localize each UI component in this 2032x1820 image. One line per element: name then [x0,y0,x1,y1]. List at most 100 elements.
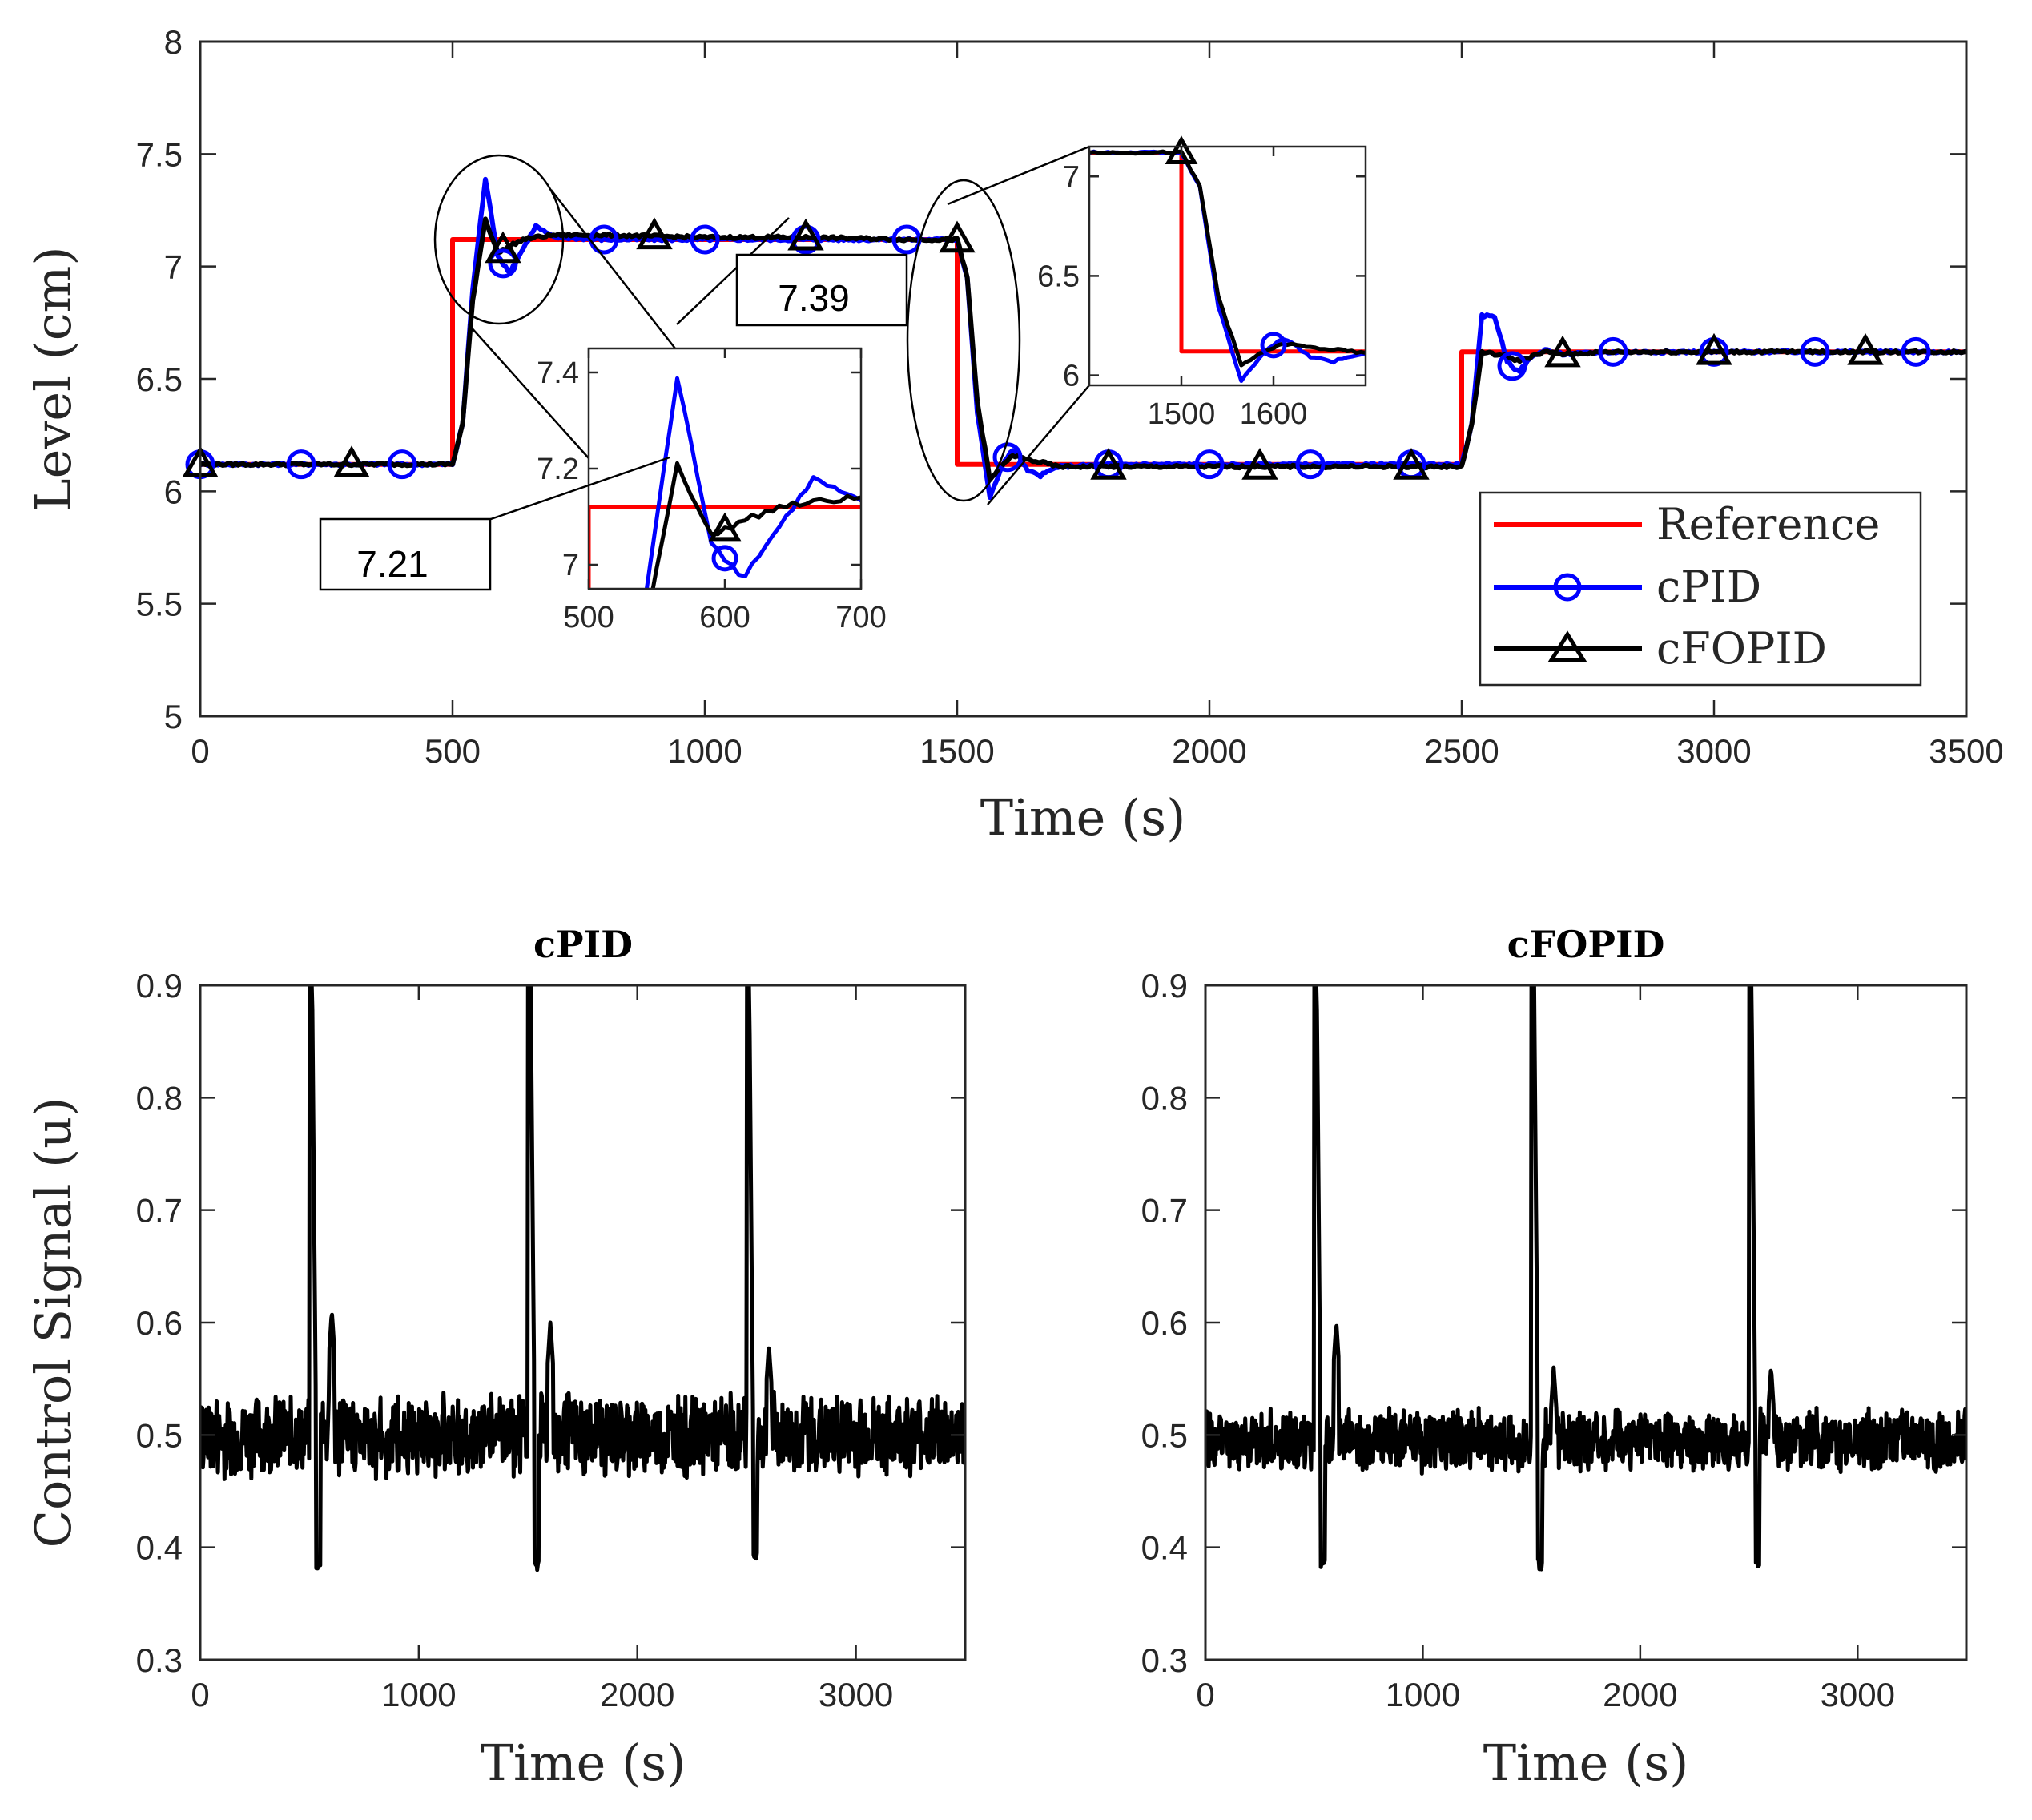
level-ylabel: Level (cm) [24,246,82,511]
y-tick-label: 0.3 [136,1641,183,1679]
x-tick-label: 2000 [1172,732,1246,770]
zoom-connector-2b [987,385,1090,505]
cfopid-marker [1696,332,1732,365]
cpid-marker [791,224,821,255]
cfopid-marker [708,512,742,542]
callout-739-leader [676,217,790,325]
callout-739-box [735,253,908,327]
cfopid-control-title: cFOPID [1507,923,1665,966]
inset-1-ticks: 500 600 700 7 7.2 7.4 [537,348,887,634]
level-series-group [200,176,1966,501]
cfopid-marker [485,231,521,264]
cpid-control-plot: cPID 0 1000 2000 30000.30.40.50.60.70.80.9 … [24,923,967,1792]
cfopid-marker [1544,335,1581,368]
x-tick-label: 2000 [1603,1676,1677,1713]
callout-721-text: 7.21 [356,543,429,585]
y-tick-label: 0.8 [1141,1079,1188,1117]
cfopid-marker [1393,448,1430,480]
cpid-control-line [200,985,965,1572]
x-tick-label: 500 [563,601,614,634]
x-tick-label: 500 [425,732,481,770]
zoom-connector-1b [468,324,589,459]
cfopid-marker [939,220,976,253]
inset-2: 1500 1600 6 6.5 7 [1037,135,1367,431]
x-tick-label: 1000 [381,1676,456,1713]
cfopid-marker [636,217,673,250]
cpid-control-series [200,985,965,1572]
x-tick-label: 2000 [600,1676,674,1713]
cfopid-line [200,216,1966,483]
cpid-marker [1901,336,1931,367]
legend: Reference cPID cFOPID [1479,491,1922,687]
cfopid-control-xlabel: Time (s) [1483,1733,1689,1792]
cpid-control-axes-box [199,984,967,1661]
x-tick-label: 1000 [667,732,742,770]
inset-1-box [587,347,863,590]
cpid-marker [1260,332,1287,359]
x-tick-label: 3000 [1676,732,1751,770]
cfopid-marker [1241,448,1278,480]
cpid-marker [387,449,417,480]
cfopid-control-axes-box [1204,984,1968,1661]
reference-line [1089,151,1366,354]
inset-2-box [1088,145,1367,387]
y-tick-label: 6.5 [1037,260,1080,293]
legend-cpid-label: cPID [1656,562,1761,612]
legend-cfopid-marker [1547,630,1587,662]
x-tick-label: 0 [191,1676,209,1713]
x-tick-label: 1600 [1240,397,1308,431]
y-tick-label: 0.9 [1141,967,1188,1005]
cpid-marker [992,442,1023,473]
y-tick-label: 0.6 [136,1304,183,1342]
y-tick-label: 7.2 [537,453,579,486]
inset-1-series [589,376,861,589]
y-tick-label: 8 [164,23,183,61]
callout-721-box [319,517,492,591]
x-tick-label: 0 [1196,1676,1214,1713]
y-tick-label: 0.5 [1141,1416,1188,1454]
legend-cpid-marker [1553,573,1582,602]
y-tick-label: 0.7 [136,1192,183,1230]
y-tick-label: 6.5 [136,360,183,398]
y-tick-label: 7 [1063,160,1080,194]
cfopid-marker [333,445,370,477]
cpid-control-ylabel: Control Signal (u) [24,1097,82,1548]
inset-2-ticks: 1500 1600 6 6.5 7 [1037,147,1366,431]
cpid-marker [690,224,720,255]
level-plot: 0 500 1000 1500 2000 2500 3000 3500 5 5.5 6 6.5 7 7.5… [24,23,2004,847]
cpid-marker [488,248,518,279]
level-ticks: 0 500 1000 1500 2000 2500 3000 3500 5 5.5 6 6.5 7 7.5… [136,23,2004,770]
y-tick-label: 5 [164,698,183,735]
y-tick-label: 0.6 [1141,1304,1188,1342]
x-tick-label: 3000 [819,1676,893,1713]
callout-739-text: 7.39 [778,277,850,319]
callout-721-leader [488,456,670,521]
y-tick-label: 5.5 [136,586,183,623]
y-tick-label: 7 [562,549,579,582]
cfopid-control-ticks: 0 1000 2000 3000 0.3 0.4 0.5 0.6 0.7 0.8 0.9 [1141,967,1966,1713]
y-tick-label: 0.4 [1141,1529,1188,1567]
cfopid-control-series [1205,985,1966,1572]
y-tick-label: 7.4 [537,356,579,390]
cfopid-marker [1847,332,1884,365]
level-axes-box [199,40,1968,718]
x-tick-label: 1000 [1386,1676,1460,1713]
cpid-line [644,376,861,589]
cpid-marker [711,545,738,572]
cpid-marker [1295,449,1326,480]
cpid-marker [286,449,316,480]
x-tick-label: 1500 [919,732,994,770]
x-tick-label: 3000 [1821,1676,1895,1713]
inset-2-markers [1165,135,1287,359]
zoom-connector-1a [550,189,676,349]
y-tick-label: 0.8 [136,1079,183,1117]
y-tick-label: 0.4 [136,1529,183,1567]
zoom-connector-2a [947,145,1090,206]
zoom-ellipse-2 [906,179,1021,502]
x-tick-label: 1500 [1148,397,1216,431]
reference-line [200,237,1966,467]
y-tick-label: 0.7 [1141,1192,1188,1230]
x-tick-label: 2500 [1424,732,1499,770]
x-tick-label: 600 [699,601,750,634]
